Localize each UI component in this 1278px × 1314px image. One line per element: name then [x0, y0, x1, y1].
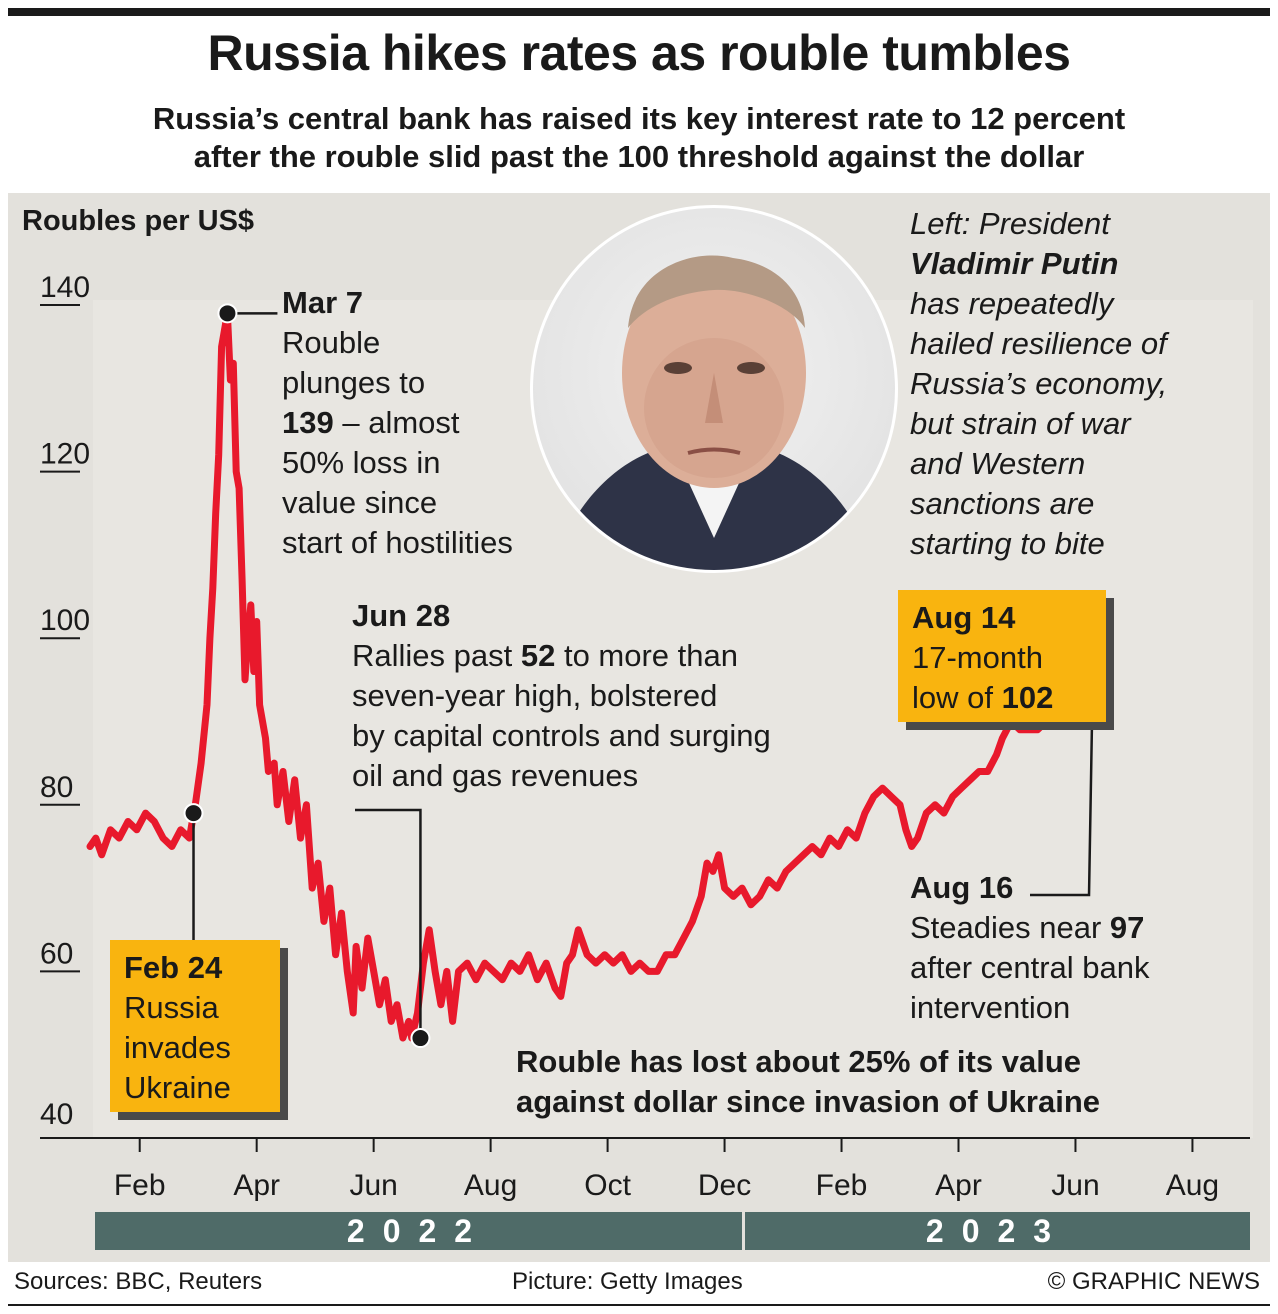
marker-jun28 [410, 1028, 431, 1049]
top-rule [8, 8, 1270, 16]
y-tick-label-40: 40 [40, 1098, 73, 1131]
annotation-jun28: Jun 28 Rallies past 52 to more than seve… [352, 596, 771, 796]
right-eye [737, 362, 765, 374]
jun28-value: 52 [520, 638, 556, 673]
mar7-line-5: value since [282, 485, 438, 520]
caption-line-8: starting to bite [910, 526, 1105, 561]
aug14-line-2-pre: low of [912, 680, 1002, 715]
jun28-line-3: by capital controls and surging [352, 718, 771, 753]
x-tick-label-3: Aug [464, 1169, 517, 1202]
aug16-date: Aug 16 [910, 870, 1014, 905]
year-bar-2023: 2023 [745, 1212, 1250, 1250]
subtitle-line-2: after the rouble slid past the 100 thres… [193, 139, 1085, 174]
caption-name: Vladimir Putin [910, 246, 1119, 281]
x-tick-label-1: Apr [233, 1169, 280, 1202]
mouth-shape [687, 447, 741, 455]
y-axis-label: Roubles per US$ [22, 205, 255, 237]
annotation-mar7: Mar 7 Rouble plunges to 139 – almost 50%… [282, 283, 513, 563]
series-line-0 [86, 309, 1097, 1042]
caption-line-1: Left: President [910, 206, 1110, 241]
marker-mar7 [217, 303, 238, 324]
x-tick-label-9: Aug [1166, 1169, 1219, 1202]
marker-feb24 [183, 803, 204, 824]
feb24-line-3: Ukraine [124, 1070, 231, 1105]
caption-line-2: has repeatedly [910, 286, 1114, 321]
leader-jun28 [355, 808, 422, 1039]
jun28-date: Jun 28 [352, 598, 451, 633]
year-bar-2022: 2022 [95, 1212, 742, 1250]
photo-caption: Left: President Vladimir Putin has repea… [910, 204, 1167, 564]
feb24-line-1: Russia [124, 990, 219, 1025]
footer-sources: Sources: BBC, Reuters [14, 1268, 263, 1295]
jun28-line-4: oil and gas revenues [352, 758, 639, 793]
left-eye [664, 362, 692, 374]
summary-line-2: against dollar since invasion of Ukraine [516, 1084, 1101, 1119]
feb24-date: Feb 24 [124, 950, 223, 985]
x-tick-label-2: Jun [349, 1169, 397, 1202]
caption-line-5: but strain of war [910, 406, 1131, 441]
x-tick-label-4: Oct [584, 1169, 631, 1202]
caption-line-3: hailed resilience of [910, 326, 1167, 361]
annotation-aug14-box: Aug 14 17-month low of 102 [898, 590, 1106, 722]
summary-line-1: Rouble has lost about 25% of its value [516, 1044, 1081, 1079]
jun28-line-1-post: to more than [555, 638, 738, 673]
nose-shape [705, 373, 723, 423]
mar7-value: 139 [282, 405, 334, 440]
y-tick-label-60: 60 [40, 937, 73, 970]
aug14-value: 102 [1001, 680, 1054, 715]
subtitle-line-1: Russia’s central bank has raised its key… [152, 101, 1126, 136]
feb24-line-2: invades [124, 1030, 231, 1065]
y-tick-label-80: 80 [40, 771, 73, 804]
mar7-date: Mar 7 [282, 285, 363, 320]
footer-picture: Picture: Getty Images [512, 1268, 743, 1295]
aug14-line-1: 17-month [912, 640, 1043, 675]
caption-line-6: and Western [910, 446, 1086, 481]
x-tick-label-7: Apr [935, 1169, 982, 1202]
leader-aug16 [1030, 663, 1095, 897]
footer-rule [8, 1304, 1270, 1306]
summary-note: Rouble has lost about 25% of its value a… [516, 1042, 1100, 1122]
mar7-line-4: 50% loss in [282, 445, 441, 480]
y-tick-label-120: 120 [40, 438, 90, 471]
footer-credit: © GRAPHIC NEWS [1047, 1268, 1260, 1295]
y-tick-label-140: 140 [40, 271, 90, 304]
putin-photo [530, 205, 898, 573]
caption-line-7: sanctions are [910, 486, 1095, 521]
mar7-line-3: – almost [333, 405, 460, 440]
x-tick-label-8: Jun [1051, 1169, 1099, 1202]
y-axis: 140 120 100 80 60 40 [40, 271, 90, 1131]
caption-line-4: Russia’s economy, [910, 366, 1168, 401]
annotation-aug16: Aug 16 Steadies near 97 after central ba… [910, 868, 1150, 1028]
mar7-line-1: Rouble [282, 325, 381, 360]
series-layer [86, 309, 1097, 1042]
x-tick-label-0: Feb [114, 1169, 166, 1202]
annotation-feb24-box: Feb 24 Russia invades Ukraine [110, 940, 280, 1112]
x-axis: Feb Apr Jun Aug Oct Dec Feb Apr Jun Aug [40, 1137, 1250, 1202]
aug16-line-2: after central bank [910, 950, 1150, 985]
aug16-value: 97 [1109, 910, 1145, 945]
x-tick-label-5: Dec [698, 1169, 751, 1202]
mar7-line-6: start of hostilities [282, 525, 513, 560]
page-title: Russia hikes rates as rouble tumbles [207, 25, 1071, 81]
subtitle: Russia’s central bank has raised its key… [0, 100, 1278, 176]
aug14-date: Aug 14 [912, 600, 1016, 635]
portrait-illustration [553, 255, 875, 570]
jun28-line-2: seven-year high, bolstered [352, 678, 718, 713]
aug16-line-1-pre: Steadies near [910, 910, 1110, 945]
mar7-line-2: plunges to [282, 365, 426, 400]
y-tick-label-100: 100 [40, 604, 90, 637]
aug16-line-3: intervention [910, 990, 1071, 1025]
x-tick-label-6: Feb [816, 1169, 868, 1202]
hair-shape [628, 255, 805, 328]
jun28-line-1-pre: Rallies past [352, 638, 521, 673]
